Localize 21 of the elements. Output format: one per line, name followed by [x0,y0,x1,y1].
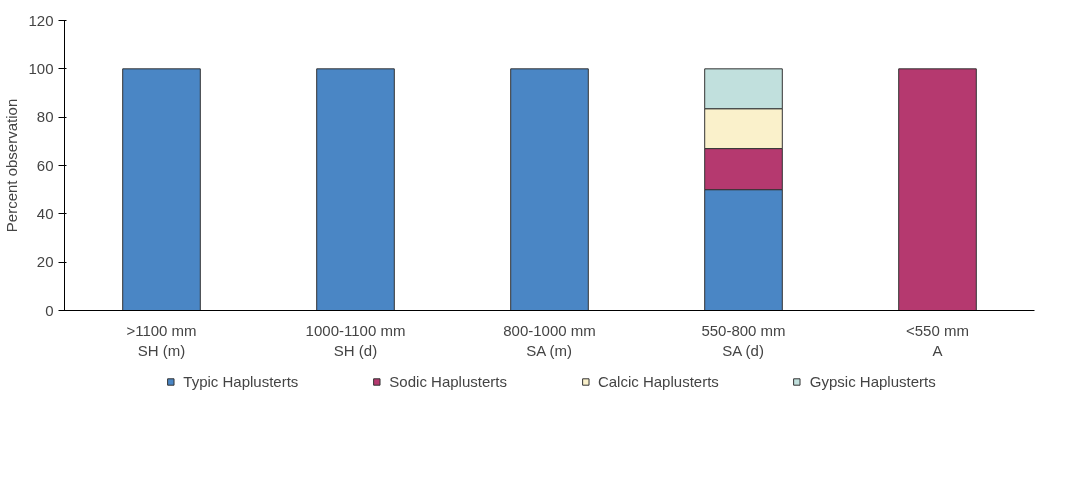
legend-label: Typic Haplusterts [183,372,299,390]
y-tick-label: 0 [45,301,54,319]
y-tick-label: 20 [36,253,54,271]
y-axis-title: Percent observation [3,98,21,233]
x-tick-label: 800-1000 mm SA (m) [503,321,596,359]
legend-label: Calcic Haplusterts [597,372,719,390]
bar [510,68,589,311]
x-tick-label: >1100 mm SH (m) [126,321,197,359]
bar [122,68,201,311]
y-tick-label: 100 [28,59,54,77]
x-tick-label: 550-800 mm SA (d) [701,321,786,359]
y-tick-label: 40 [36,204,54,222]
legend-label: Sodic Haplusterts [389,372,507,390]
legend-label: Gypsic Haplusterts [809,372,936,390]
x-tick-label: <550 mm A [906,321,969,359]
y-tick-label: 120 [28,11,54,29]
x-tick-label: 1000-1100 mm SH (d) [305,321,406,359]
y-tick-label: 80 [36,108,54,126]
bar [898,68,977,311]
y-tick-label: 60 [36,156,54,174]
bar [316,68,395,311]
